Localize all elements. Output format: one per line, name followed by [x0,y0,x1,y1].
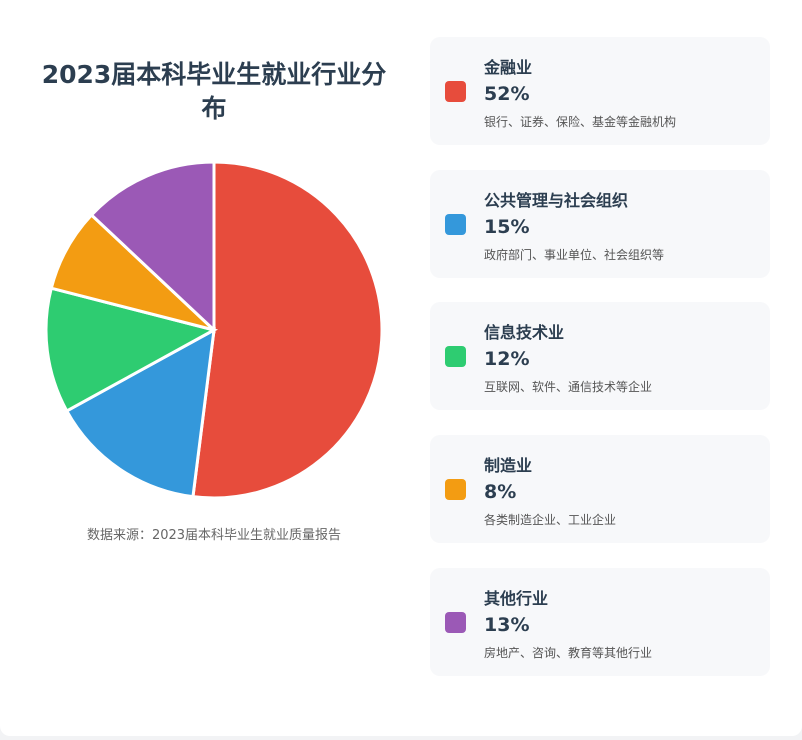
legend-card[interactable]: 信息技术业 12% 互联网、软件、通信技术等企业 [430,302,770,410]
legend-desc: 政府部门、事业单位、社会组织等 [484,248,665,262]
legend-card[interactable]: 其他行业 13% 房地产、咨询、教育等其他行业 [430,568,770,676]
legend-name: 其他行业 [484,589,549,608]
legend-name: 信息技术业 [484,323,565,342]
legend-swatch [445,81,466,102]
pie-slice[interactable] [44,286,219,413]
legend-percent: 52% [484,83,530,105]
legend-name: 制造业 [484,456,533,475]
legend-percent: 13% [484,614,530,636]
legend-desc: 互联网、软件、通信技术等企业 [484,380,653,394]
legend-swatch [445,612,466,633]
legend-desc: 银行、证券、保险、基金等金融机构 [484,115,677,129]
legend-name: 金融业 [484,58,533,77]
legend-swatch [445,214,466,235]
legend-swatch [445,479,466,500]
legend-desc: 各类制造企业、工业企业 [484,513,617,527]
legend-name: 公共管理与社会组织 [484,191,629,210]
pie-slice[interactable] [89,160,216,334]
legend-desc: 房地产、咨询、教育等其他行业 [484,646,653,660]
pie-slice[interactable] [64,327,216,499]
pie-slice[interactable] [191,160,384,500]
data-source: 数据来源：2023届本科毕业生就业质量报告 [86,528,342,543]
chart-title: 2023届本科毕业生就业行业分布 [41,60,387,123]
legend-percent: 8% [484,481,517,503]
legend-percent: 15% [484,216,530,238]
legend-swatch [445,346,466,367]
legend-card[interactable]: 公共管理与社会组织 15% 政府部门、事业单位、社会组织等 [430,170,770,278]
legend-card[interactable]: 金融业 52% 银行、证券、保险、基金等金融机构 [430,37,770,145]
pie-chart [44,160,384,500]
legend-percent: 12% [484,348,530,370]
legend-card[interactable]: 制造业 8% 各类制造企业、工业企业 [430,435,770,543]
